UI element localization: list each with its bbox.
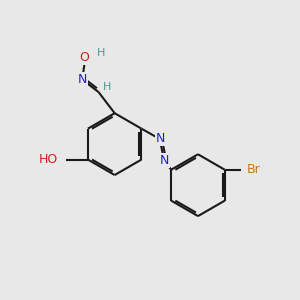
Text: N: N [156,133,165,146]
Text: H: H [103,82,111,92]
Text: N: N [78,73,87,86]
Text: N: N [160,154,169,167]
Text: O: O [79,51,89,64]
Text: Br: Br [246,163,260,176]
Text: HO: HO [38,153,58,166]
Text: H: H [97,48,106,58]
